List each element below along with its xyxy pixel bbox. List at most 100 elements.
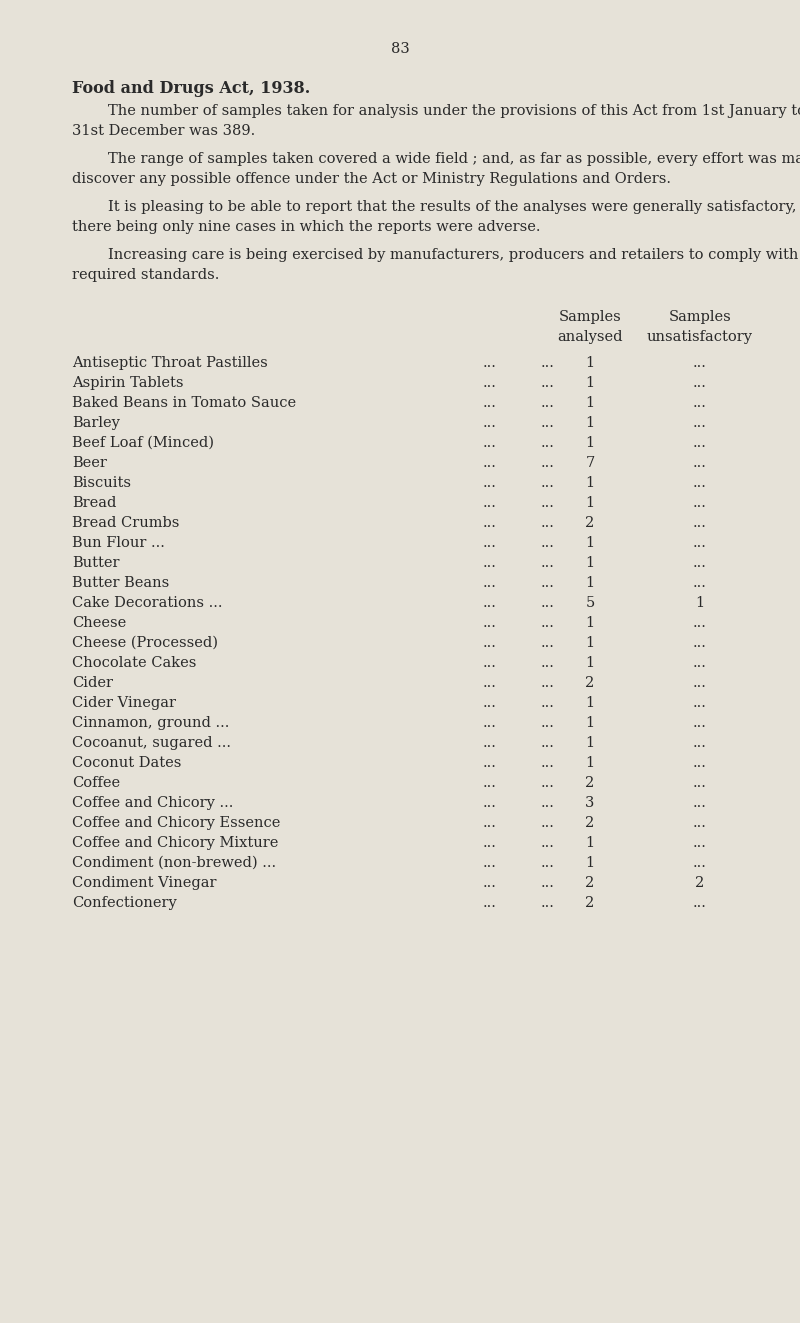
Text: required standards.: required standards.: [72, 269, 219, 282]
Text: ...: ...: [541, 676, 555, 691]
Text: Bun Flour ...: Bun Flour ...: [72, 536, 165, 550]
Text: ...: ...: [693, 516, 707, 531]
Text: ...: ...: [541, 516, 555, 531]
Text: ...: ...: [483, 676, 497, 691]
Text: ...: ...: [541, 617, 555, 630]
Text: ...: ...: [541, 755, 555, 770]
Text: ...: ...: [693, 656, 707, 669]
Text: ...: ...: [541, 476, 555, 490]
Text: 2: 2: [586, 876, 594, 890]
Text: 1: 1: [586, 536, 594, 550]
Text: ...: ...: [541, 556, 555, 570]
Text: Baked Beans in Tomato Sauce: Baked Beans in Tomato Sauce: [72, 396, 296, 410]
Text: ...: ...: [541, 896, 555, 910]
Text: It is pleasing to be able to report that the results of the analyses were genera: It is pleasing to be able to report that…: [108, 200, 797, 214]
Text: 1: 1: [586, 576, 594, 590]
Text: ...: ...: [693, 716, 707, 730]
Text: ...: ...: [483, 456, 497, 470]
Text: ...: ...: [483, 496, 497, 509]
Text: Confectionery: Confectionery: [72, 896, 177, 910]
Text: Beer: Beer: [72, 456, 107, 470]
Text: ...: ...: [483, 755, 497, 770]
Text: Barley: Barley: [72, 415, 120, 430]
Text: ...: ...: [483, 656, 497, 669]
Text: 1: 1: [586, 415, 594, 430]
Text: Cheese: Cheese: [72, 617, 126, 630]
Text: ...: ...: [541, 636, 555, 650]
Text: Biscuits: Biscuits: [72, 476, 131, 490]
Text: ...: ...: [693, 796, 707, 810]
Text: ...: ...: [541, 396, 555, 410]
Text: ...: ...: [693, 376, 707, 390]
Text: ...: ...: [483, 576, 497, 590]
Text: 2: 2: [586, 816, 594, 830]
Text: ...: ...: [693, 856, 707, 871]
Text: ...: ...: [483, 736, 497, 750]
Text: ...: ...: [541, 536, 555, 550]
Text: ...: ...: [541, 856, 555, 871]
Text: ...: ...: [541, 496, 555, 509]
Text: ...: ...: [541, 456, 555, 470]
Text: ...: ...: [483, 636, 497, 650]
Text: ...: ...: [483, 376, 497, 390]
Text: ...: ...: [483, 796, 497, 810]
Text: ...: ...: [693, 476, 707, 490]
Text: 1: 1: [586, 636, 594, 650]
Text: ...: ...: [541, 437, 555, 450]
Text: ...: ...: [693, 556, 707, 570]
Text: ...: ...: [483, 415, 497, 430]
Text: ...: ...: [541, 415, 555, 430]
Text: Coffee: Coffee: [72, 777, 120, 790]
Text: Increasing care is being exercised by manufacturers, producers and retailers to : Increasing care is being exercised by ma…: [108, 247, 800, 262]
Text: 1: 1: [586, 856, 594, 871]
Text: ...: ...: [483, 396, 497, 410]
Text: Aspirin Tablets: Aspirin Tablets: [72, 376, 183, 390]
Text: Cheese (Processed): Cheese (Processed): [72, 636, 218, 650]
Text: 1: 1: [586, 496, 594, 509]
Text: 31st December was 389.: 31st December was 389.: [72, 124, 255, 138]
Text: Butter Beans: Butter Beans: [72, 576, 170, 590]
Text: ...: ...: [693, 356, 707, 370]
Text: 3: 3: [586, 796, 594, 810]
Text: Cinnamon, ground ...: Cinnamon, ground ...: [72, 716, 230, 730]
Text: Coconut Dates: Coconut Dates: [72, 755, 182, 770]
Text: Beef Loaf (Minced): Beef Loaf (Minced): [72, 437, 214, 450]
Text: discover any possible offence under the Act or Ministry Regulations and Orders.: discover any possible offence under the …: [72, 172, 671, 187]
Text: The range of samples taken covered a wide field ; and, as far as possible, every: The range of samples taken covered a wid…: [108, 152, 800, 165]
Text: ...: ...: [541, 576, 555, 590]
Text: 1: 1: [586, 556, 594, 570]
Text: ...: ...: [541, 736, 555, 750]
Text: ...: ...: [541, 816, 555, 830]
Text: 5: 5: [586, 595, 594, 610]
Text: ...: ...: [541, 796, 555, 810]
Text: Samples: Samples: [558, 310, 622, 324]
Text: ...: ...: [541, 716, 555, 730]
Text: ...: ...: [483, 777, 497, 790]
Text: Cider Vinegar: Cider Vinegar: [72, 696, 176, 710]
Text: Coffee and Chicory Essence: Coffee and Chicory Essence: [72, 816, 280, 830]
Text: Cider: Cider: [72, 676, 113, 691]
Text: ...: ...: [693, 736, 707, 750]
Text: analysed: analysed: [558, 329, 622, 344]
Text: 1: 1: [586, 836, 594, 849]
Text: 1: 1: [586, 716, 594, 730]
Text: ...: ...: [483, 536, 497, 550]
Text: ...: ...: [483, 617, 497, 630]
Text: ...: ...: [483, 696, 497, 710]
Text: ...: ...: [483, 356, 497, 370]
Text: 1: 1: [586, 376, 594, 390]
Text: ...: ...: [693, 396, 707, 410]
Text: 2: 2: [586, 676, 594, 691]
Text: Antiseptic Throat Pastilles: Antiseptic Throat Pastilles: [72, 356, 268, 370]
Text: Cocoanut, sugared ...: Cocoanut, sugared ...: [72, 736, 231, 750]
Text: ...: ...: [693, 816, 707, 830]
Text: ...: ...: [541, 595, 555, 610]
Text: 1: 1: [586, 656, 594, 669]
Text: Condiment (non-brewed) ...: Condiment (non-brewed) ...: [72, 856, 276, 871]
Text: Butter: Butter: [72, 556, 119, 570]
Text: ...: ...: [541, 876, 555, 890]
Text: ...: ...: [541, 656, 555, 669]
Text: ...: ...: [483, 836, 497, 849]
Text: ...: ...: [483, 595, 497, 610]
Text: ...: ...: [693, 536, 707, 550]
